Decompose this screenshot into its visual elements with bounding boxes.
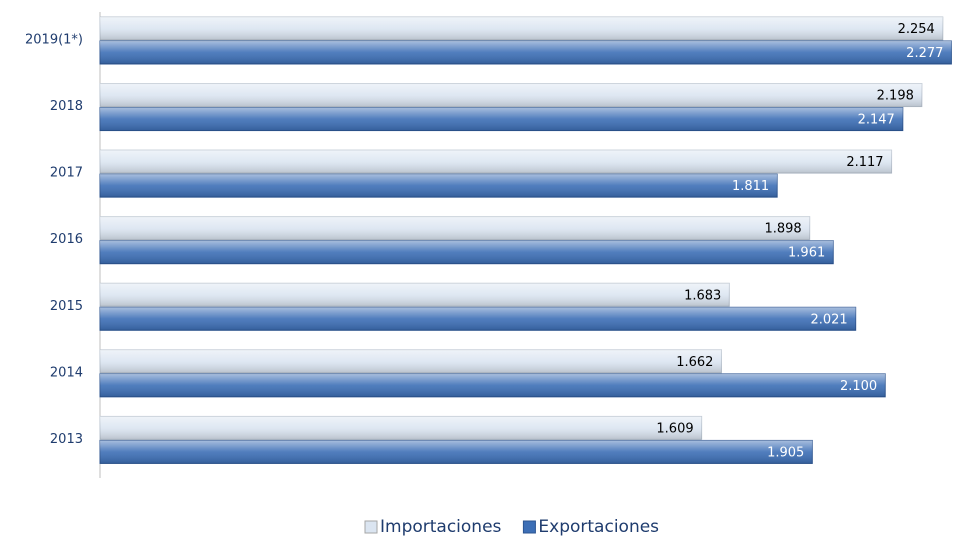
data-label: 1.683	[684, 288, 721, 303]
data-label: 2.021	[810, 312, 847, 327]
data-label: 1.898	[764, 222, 801, 237]
data-label: 2.100	[840, 379, 877, 394]
legend-label: Exportaciones	[538, 517, 659, 537]
bar	[99, 349, 722, 374]
data-label: 1.905	[767, 445, 804, 460]
bar	[99, 40, 952, 65]
bar	[99, 83, 923, 108]
bar	[99, 107, 904, 132]
data-label: 2.277	[906, 46, 943, 61]
category-label: 2013	[50, 432, 83, 447]
legend-label: Importaciones	[380, 517, 502, 537]
bar	[99, 240, 834, 265]
bar	[99, 149, 893, 174]
data-label: 1.662	[676, 355, 713, 370]
category-label: 2017	[50, 166, 83, 181]
data-label: 2.147	[858, 113, 895, 128]
bar	[99, 216, 811, 241]
data-label: 2.198	[877, 89, 914, 104]
bar	[99, 415, 703, 440]
bar	[99, 173, 778, 198]
category-label: 2014	[50, 365, 83, 380]
category-label: 2015	[50, 299, 83, 314]
legend-swatch	[364, 520, 378, 534]
data-label: 2.254	[898, 22, 935, 37]
bar	[99, 306, 857, 331]
category-label: 2016	[50, 232, 83, 247]
bar	[99, 282, 730, 307]
category-label: 2018	[50, 99, 83, 114]
bar	[99, 439, 813, 464]
bar	[99, 16, 944, 41]
data-label: 1.609	[656, 421, 693, 436]
category-label: 2019(1*)	[25, 33, 83, 48]
bar	[99, 373, 886, 398]
legend-swatch	[522, 520, 536, 534]
data-label: 2.117	[846, 155, 883, 170]
data-label: 1.811	[732, 179, 769, 194]
data-label: 1.961	[788, 246, 825, 261]
